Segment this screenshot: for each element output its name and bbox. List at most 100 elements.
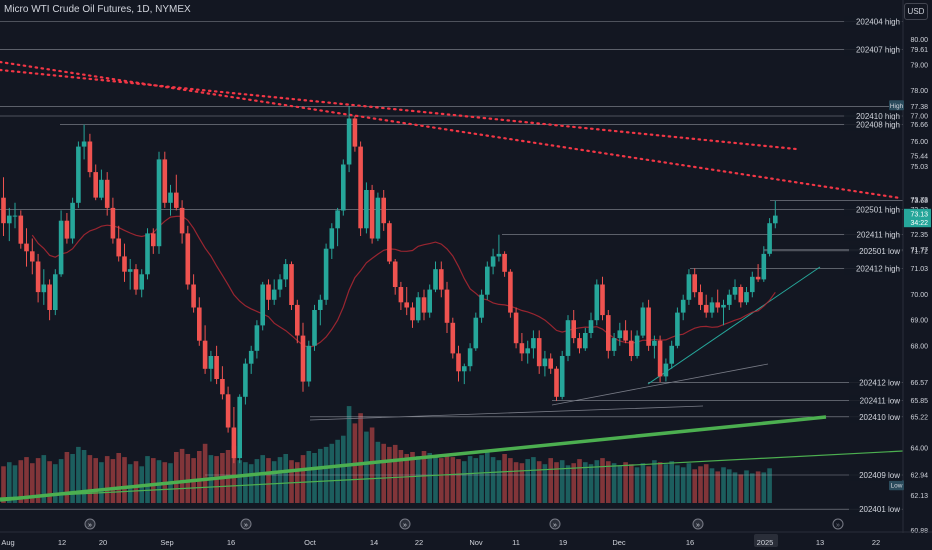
candle-body — [289, 264, 294, 305]
candle — [542, 350, 548, 377]
level-label: 202501 high — [856, 206, 900, 215]
level-label-box — [849, 377, 902, 389]
candle — [156, 151, 162, 254]
candle — [214, 345, 219, 385]
volume-bar — [738, 474, 744, 503]
candle-body — [600, 284, 605, 316]
candle — [600, 276, 605, 321]
volume-bar — [133, 461, 139, 503]
candle — [767, 218, 772, 257]
volume-bar — [312, 453, 317, 503]
red-dotted-trendline-lower — [0, 68, 798, 151]
candle-body — [7, 215, 12, 224]
candle-body — [295, 304, 300, 336]
candle-body — [168, 192, 173, 203]
price-tick-label: 71.72 — [910, 248, 928, 255]
candle — [18, 210, 24, 249]
time-axis[interactable] — [0, 533, 932, 550]
level-label-box — [849, 395, 902, 407]
volume-bar — [675, 465, 680, 503]
candle-body — [427, 289, 432, 313]
level-lines — [0, 21, 903, 510]
volume-bar — [174, 452, 179, 503]
event-marker-circle — [549, 518, 561, 530]
candle-body — [225, 394, 231, 428]
candle-body — [271, 289, 277, 300]
candle — [669, 340, 674, 369]
price-tag-label: Low — [891, 483, 903, 490]
candle — [260, 281, 265, 331]
candle — [364, 182, 369, 234]
candle-body — [669, 345, 674, 364]
candle-body — [542, 358, 548, 367]
volume-bar — [53, 464, 58, 503]
candle-body — [646, 307, 651, 346]
volume-bar — [64, 452, 70, 503]
candle — [513, 307, 519, 349]
volume-bar — [629, 464, 634, 503]
candle — [110, 197, 116, 244]
candle — [41, 269, 47, 305]
candle-body — [680, 299, 686, 313]
currency-button[interactable]: USD — [904, 3, 928, 20]
candle — [427, 284, 432, 318]
event-marker-glyph: » — [88, 522, 92, 529]
price-axis[interactable] — [904, 0, 932, 532]
candle-body — [392, 261, 398, 287]
candle — [709, 297, 715, 318]
price-tick-label: 65.22 — [910, 414, 928, 421]
candle-body — [139, 274, 144, 290]
candle-body — [47, 284, 52, 310]
candle-body — [156, 159, 162, 247]
price-tick-label: 78.00 — [910, 88, 928, 95]
candle — [185, 225, 191, 290]
candle-body — [629, 340, 634, 356]
volume-bar — [663, 464, 669, 503]
volume-bar — [646, 466, 651, 503]
level-label-box — [844, 263, 902, 275]
level-label: 202410 low — [859, 413, 900, 422]
volume-bar — [58, 459, 64, 503]
candle — [444, 281, 450, 333]
volume-bar — [398, 450, 404, 503]
level-label: 202411 low — [860, 397, 901, 406]
candle — [663, 358, 669, 382]
candle — [404, 287, 409, 316]
volume-bar — [156, 460, 162, 503]
event-marker-circle — [84, 518, 96, 530]
candle-body — [70, 202, 75, 239]
candle-body — [387, 223, 392, 262]
level-labels: 202404 high 202407 high 202410 high202408 … — [844, 16, 902, 516]
candle-body — [502, 253, 507, 272]
candle — [139, 269, 144, 298]
volume-bar — [300, 455, 306, 503]
candle — [318, 294, 323, 326]
green-support-trendline — [0, 415, 827, 502]
time-tick-label: 11 — [512, 538, 520, 547]
price-tag-label: 73.13 — [910, 212, 928, 219]
candle — [439, 261, 444, 298]
candle-body — [352, 118, 358, 147]
volume-bar — [565, 465, 571, 503]
volume-bar — [490, 457, 496, 503]
candle — [715, 289, 720, 313]
candle — [525, 340, 530, 364]
level-label: 202501 low — [859, 247, 900, 256]
time-tick-label: 13 — [816, 538, 824, 547]
time-axis-labels: Aug 12 20 Sep 16 Oct 14 22 Nov 11 19 Dec 16 13 22 2025 — [1, 534, 880, 547]
candle — [381, 190, 386, 231]
candle-body — [191, 284, 196, 308]
volume-bar — [335, 439, 340, 503]
candle — [467, 343, 473, 372]
volume-bar — [577, 459, 582, 503]
candle-body — [617, 330, 623, 339]
candle — [698, 284, 703, 310]
volume-bar — [600, 458, 605, 503]
price-tick-label: 64.00 — [910, 445, 928, 452]
volume-bar — [686, 463, 692, 503]
candle-body — [606, 315, 611, 351]
candle-body — [260, 284, 265, 326]
candle-body — [496, 253, 502, 257]
candle-body — [583, 333, 588, 349]
